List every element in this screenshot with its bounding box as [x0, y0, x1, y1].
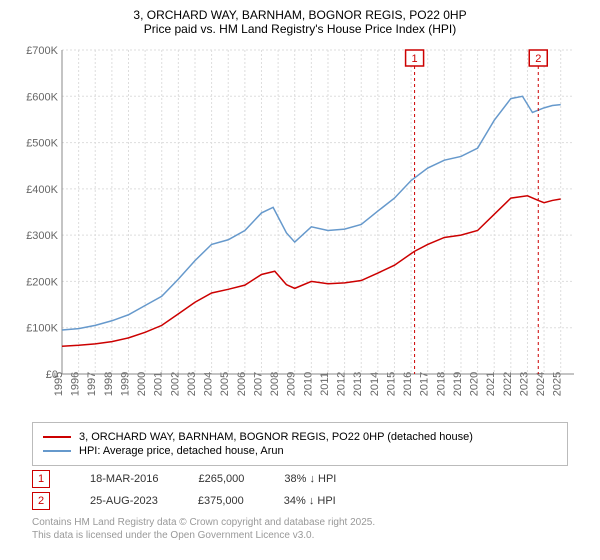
sale-marker-number: 2	[535, 53, 541, 65]
sale-row-marker: 1	[32, 470, 50, 488]
line-chart: £0£100K£200K£300K£400K£500K£600K£700K199…	[20, 44, 580, 414]
x-tick-label: 2013	[352, 372, 364, 396]
x-tick-label: 2015	[385, 372, 397, 396]
y-tick-label: £700K	[26, 45, 58, 57]
x-tick-label: 2003	[186, 372, 198, 396]
x-tick-label: 2016	[402, 372, 414, 396]
x-tick-label: 2001	[153, 372, 165, 396]
x-tick-label: 2017	[419, 372, 431, 396]
x-tick-label: 2014	[369, 372, 381, 396]
sale-row: 2 25-AUG-2023 £375,000 34% ↓ HPI	[32, 492, 568, 510]
sale-delta: 34% ↓ HPI	[284, 495, 336, 507]
sale-date: 18-MAR-2016	[90, 473, 158, 485]
chart-title-line1: 3, ORCHARD WAY, BARNHAM, BOGNOR REGIS, P…	[12, 8, 588, 22]
x-tick-label: 2019	[452, 372, 464, 396]
x-tick-label: 1997	[86, 372, 98, 396]
y-tick-label: £400K	[26, 184, 58, 196]
x-tick-label: 2004	[203, 372, 215, 396]
x-tick-label: 2020	[469, 372, 481, 396]
legend-swatch	[43, 450, 71, 452]
x-tick-label: 2022	[502, 372, 514, 396]
chart-title-line2: Price paid vs. HM Land Registry's House …	[12, 22, 588, 36]
footer-line1: Contains HM Land Registry data © Crown c…	[32, 516, 568, 529]
x-tick-label: 2007	[252, 372, 264, 396]
sale-delta: 38% ↓ HPI	[284, 473, 336, 485]
x-tick-label: 2024	[535, 372, 547, 396]
sale-date: 25-AUG-2023	[90, 495, 158, 507]
legend-label: HPI: Average price, detached house, Arun	[79, 445, 284, 457]
sale-price: £375,000	[198, 495, 244, 507]
x-tick-label: 2018	[435, 372, 447, 396]
legend: 3, ORCHARD WAY, BARNHAM, BOGNOR REGIS, P…	[32, 422, 568, 466]
y-tick-label: £200K	[26, 276, 58, 288]
x-tick-label: 2025	[552, 372, 564, 396]
x-tick-label: 2012	[336, 372, 348, 396]
sale-marker-number: 1	[412, 53, 418, 65]
x-tick-label: 2011	[319, 372, 331, 396]
x-tick-label: 2006	[236, 372, 248, 396]
x-tick-label: 2009	[286, 372, 298, 396]
y-tick-label: £100K	[26, 323, 58, 335]
x-tick-label: 2023	[518, 372, 530, 396]
x-tick-label: 1996	[70, 372, 82, 396]
plot-area: £0£100K£200K£300K£400K£500K£600K£700K199…	[20, 44, 580, 414]
sale-price: £265,000	[198, 473, 244, 485]
x-tick-label: 1998	[103, 372, 115, 396]
x-tick-label: 2021	[485, 372, 497, 396]
x-tick-label: 2010	[302, 372, 314, 396]
footer-line2: This data is licensed under the Open Gov…	[32, 529, 568, 542]
x-tick-label: 2002	[169, 372, 181, 396]
footer-attribution: Contains HM Land Registry data © Crown c…	[32, 516, 568, 542]
legend-item: HPI: Average price, detached house, Arun	[43, 445, 557, 457]
sale-row-marker: 2	[32, 492, 50, 510]
y-tick-label: £300K	[26, 230, 58, 242]
x-tick-label: 2000	[136, 372, 148, 396]
x-tick-label: 2008	[269, 372, 281, 396]
sale-row: 1 18-MAR-2016 £265,000 38% ↓ HPI	[32, 470, 568, 488]
y-tick-label: £600K	[26, 91, 58, 103]
x-tick-label: 2005	[219, 372, 231, 396]
legend-item: 3, ORCHARD WAY, BARNHAM, BOGNOR REGIS, P…	[43, 431, 557, 443]
legend-label: 3, ORCHARD WAY, BARNHAM, BOGNOR REGIS, P…	[79, 431, 473, 443]
x-tick-label: 1999	[119, 372, 131, 396]
y-tick-label: £500K	[26, 138, 58, 150]
legend-swatch	[43, 436, 71, 438]
x-tick-label: 1995	[53, 372, 65, 396]
